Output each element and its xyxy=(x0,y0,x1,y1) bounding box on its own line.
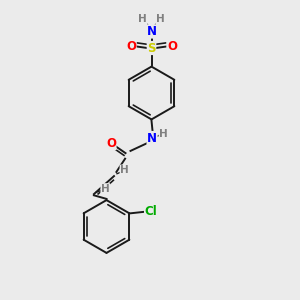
Text: N: N xyxy=(146,25,157,38)
Text: H: H xyxy=(156,14,165,25)
Text: H: H xyxy=(159,129,168,140)
Text: H: H xyxy=(138,14,147,25)
Text: O: O xyxy=(106,136,116,150)
Text: O: O xyxy=(167,40,177,53)
Text: N: N xyxy=(147,131,157,145)
Text: H: H xyxy=(120,165,129,175)
Text: S: S xyxy=(147,41,156,55)
Text: O: O xyxy=(126,40,136,53)
Text: Cl: Cl xyxy=(145,205,157,218)
Text: H: H xyxy=(101,184,110,194)
